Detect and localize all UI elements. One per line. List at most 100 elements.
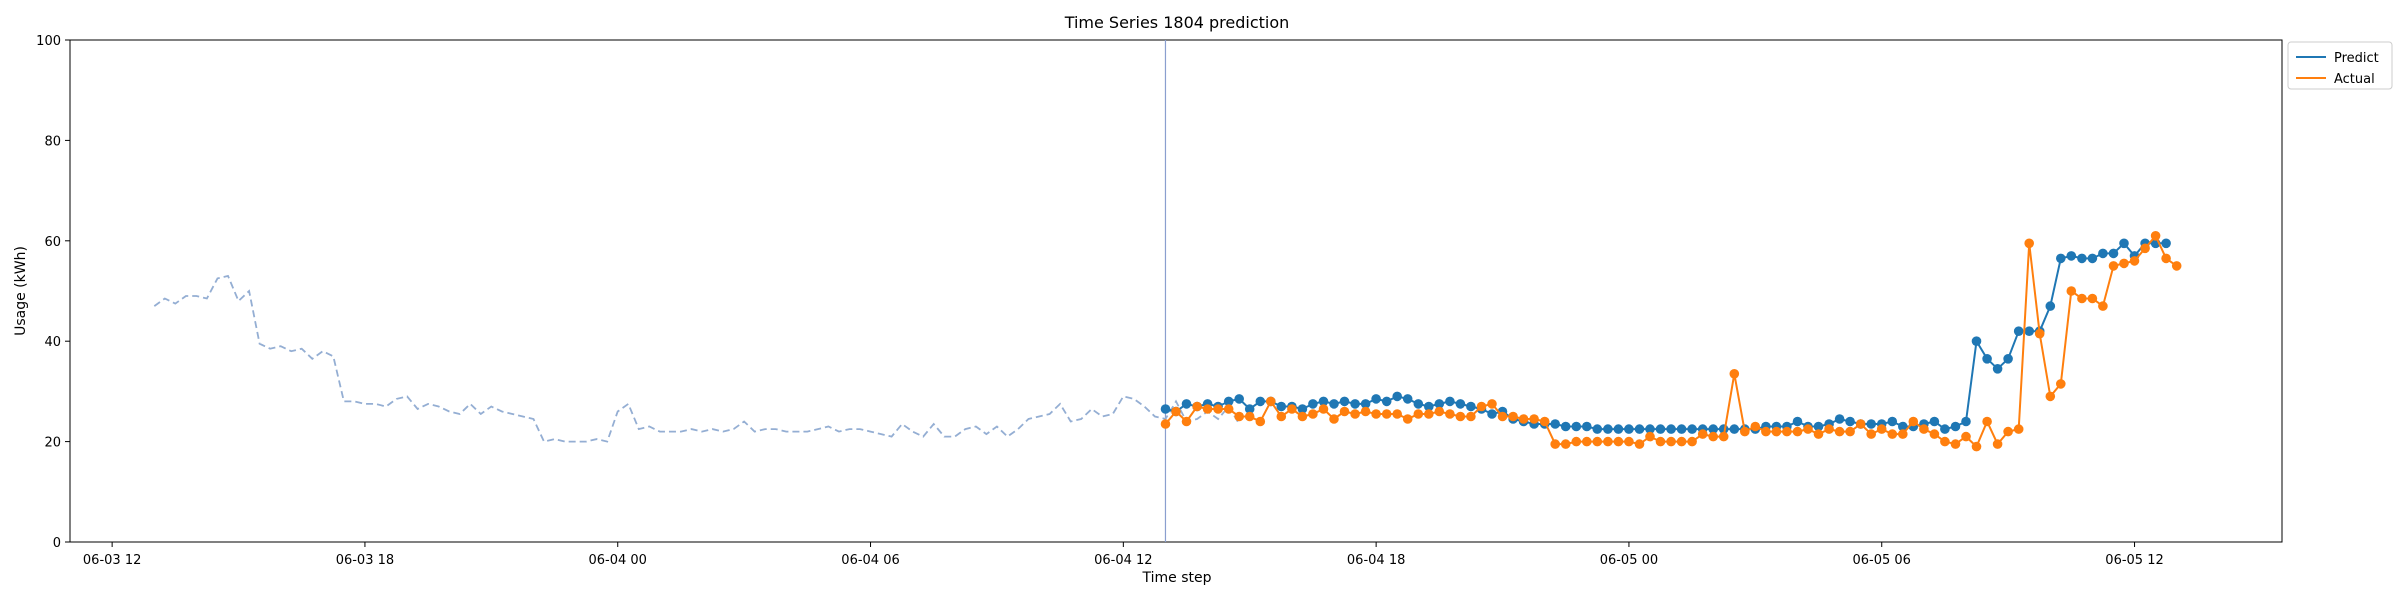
predict-point [2066,251,2077,261]
actual-point [1560,439,1571,449]
actual-point [1466,411,1476,422]
predict-point [2024,326,2034,337]
x-axis-label: Time step [1142,570,1212,586]
x-tick-label: 06-04 12 [1094,553,1152,568]
actual-point [1740,426,1750,437]
predict-point [1360,399,1371,409]
predict-point [1413,399,1424,409]
actual-point [2024,238,2034,249]
actual-point [2140,243,2150,254]
predict-point [1634,424,1645,434]
x-tick-label: 06-05 00 [1600,553,1658,568]
predict-point [1234,394,1244,404]
actual-point [1487,399,1497,409]
predict-point [1550,419,1560,429]
actual-point [1613,436,1624,447]
predict-point [1729,424,1740,434]
actual-point [1634,439,1645,449]
y-tick-label: 40 [44,335,61,350]
actual-point [1961,431,1971,442]
actual-point [2013,424,2024,434]
actual-point [1729,369,1740,379]
actual-point [1329,414,1339,424]
predict-point [1560,421,1571,432]
actual-point [1855,419,1866,429]
actual-point [1402,414,1413,424]
predict-point [1887,416,1898,427]
predict-point [1971,336,1982,347]
actual-point [1708,431,1718,442]
actual-point [1360,406,1371,417]
actual-point [2034,328,2045,339]
actual-point [1676,436,1687,447]
predict-point [2045,301,2056,311]
actual-point [1550,439,1560,449]
actual-point [1287,404,1297,414]
actual-point [1413,409,1424,419]
predict-point [1676,424,1687,434]
predict-point [1929,416,1940,427]
actual-point [1476,401,1487,412]
actual-point [1455,411,1466,422]
predict-point [1276,401,1287,412]
actual-point [1202,404,1213,414]
predict-point [1792,416,1803,427]
actual-point [1255,416,1266,427]
predict-point [1244,404,1255,414]
y-axis-label: Usage (kWh) [13,246,29,336]
predict-point [2077,253,2087,264]
predict-point [1898,421,1908,432]
predict-point [1613,424,1624,434]
predict-point [1424,401,1434,412]
actual-point [1539,416,1550,427]
predict-point [1402,394,1413,404]
actual-point [1318,404,1329,414]
y-tick-label: 60 [44,235,61,250]
history-line [153,274,1240,443]
actual-point [1950,439,1961,449]
predict-point [1350,399,1360,409]
actual-point [2077,293,2087,304]
actual-point [1434,406,1445,417]
predict-point [1466,401,1476,412]
actual-point [1223,404,1234,414]
actual-point [1771,426,1782,437]
actual-point [1697,429,1708,439]
actual-point [1592,436,1603,447]
actual-point [2129,256,2140,266]
actual-point [2045,391,2056,402]
predict-point [2013,326,2024,337]
predict-point [1487,409,1497,419]
actual-point [1424,409,1434,419]
predict-point [1381,396,1392,407]
actual-point [1350,409,1360,419]
plot-area: 0 20 40 60 80 100 06-03 12 06-03 18 06-04 00 06-0… [36,34,2283,568]
actual-point [1687,436,1697,447]
predict-point [2056,253,2066,264]
predict-point [1329,399,1339,409]
actual-point [2098,301,2108,311]
predict-point [2003,354,2013,364]
predict-point [1392,391,1402,402]
actual-point [1666,436,1676,447]
actual-point [1919,424,1929,434]
actual-point [2003,426,2013,437]
predict-point [1866,419,1876,429]
predict-point [1603,424,1613,434]
actual-point [1982,416,1992,427]
actual-point [1171,406,1181,417]
x-tick-label: 06-04 00 [589,553,647,568]
predict-point [1687,424,1697,434]
actual-point [1645,431,1655,442]
actual-point [2066,286,2077,296]
actual-point [1371,409,1381,419]
predict-point [1592,424,1603,434]
predict-point [1571,421,1582,432]
actual-point [1824,424,1834,434]
actual-point [1518,414,1529,424]
predict-point [1961,416,1971,427]
actual-point [2087,293,2098,304]
predict-point [1160,404,1171,414]
actual-point [1392,409,1402,419]
